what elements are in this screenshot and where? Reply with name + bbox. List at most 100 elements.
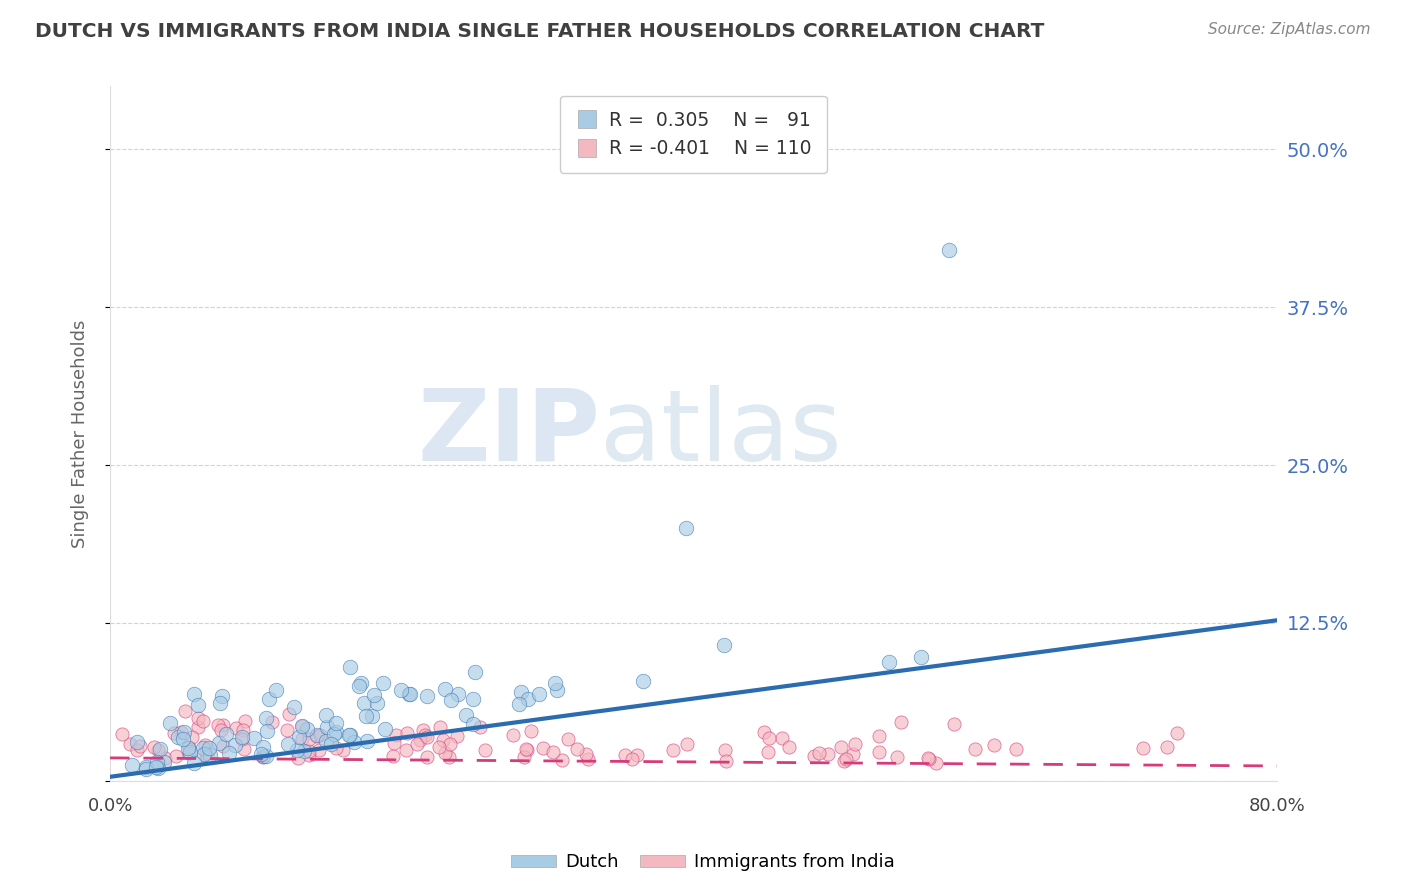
Point bbox=[515, 742, 537, 756]
Point bbox=[212, 718, 235, 732]
Point bbox=[195, 749, 218, 764]
Point bbox=[145, 760, 167, 774]
Point bbox=[395, 726, 418, 740]
Point bbox=[620, 752, 643, 766]
Point bbox=[943, 717, 966, 731]
Point bbox=[626, 748, 648, 763]
Point bbox=[254, 748, 277, 763]
Point bbox=[844, 737, 866, 751]
Point bbox=[128, 739, 150, 753]
Point bbox=[207, 718, 229, 732]
Point bbox=[938, 244, 960, 258]
Point bbox=[470, 720, 492, 734]
Point bbox=[661, 743, 683, 757]
Point bbox=[183, 687, 205, 701]
Point bbox=[193, 747, 215, 762]
Point bbox=[447, 687, 470, 701]
Point bbox=[325, 716, 347, 731]
Point bbox=[155, 751, 177, 765]
Point bbox=[910, 649, 932, 664]
Point bbox=[371, 676, 394, 690]
Point bbox=[925, 756, 948, 770]
Point bbox=[294, 743, 316, 757]
Text: atlas: atlas bbox=[600, 385, 842, 482]
Point bbox=[803, 749, 825, 764]
Point bbox=[347, 679, 370, 693]
Point bbox=[714, 754, 737, 768]
Point bbox=[308, 743, 330, 757]
Point bbox=[225, 721, 247, 735]
Point bbox=[308, 728, 330, 742]
Point bbox=[963, 741, 986, 756]
Point bbox=[513, 750, 536, 764]
Point bbox=[517, 691, 540, 706]
Point bbox=[713, 742, 735, 756]
Point bbox=[406, 738, 429, 752]
Point bbox=[191, 714, 214, 728]
Point bbox=[713, 638, 735, 652]
Point bbox=[398, 687, 420, 701]
Point bbox=[890, 715, 912, 730]
Point bbox=[232, 742, 254, 756]
Point bbox=[291, 732, 314, 747]
Point bbox=[675, 143, 697, 157]
Point bbox=[252, 750, 274, 764]
Point bbox=[177, 740, 200, 755]
Point bbox=[172, 731, 194, 746]
Point bbox=[315, 734, 337, 748]
Point bbox=[675, 521, 697, 535]
Point bbox=[252, 739, 274, 754]
Point bbox=[416, 749, 439, 764]
Point bbox=[146, 761, 169, 775]
Point bbox=[297, 723, 319, 737]
Point bbox=[416, 690, 439, 704]
Point bbox=[409, 732, 432, 747]
Point bbox=[148, 743, 170, 757]
Point bbox=[332, 743, 354, 757]
Point bbox=[198, 747, 221, 762]
Point bbox=[758, 731, 780, 746]
Legend: R =  0.305    N =   91, R = -0.401    N = 110: R = 0.305 N = 91, R = -0.401 N = 110 bbox=[561, 95, 827, 173]
Point bbox=[531, 741, 554, 756]
Point bbox=[343, 735, 366, 749]
Point bbox=[211, 689, 233, 703]
Point bbox=[454, 708, 477, 723]
Point bbox=[135, 762, 157, 776]
Point bbox=[152, 755, 174, 769]
Point bbox=[439, 737, 461, 751]
Point bbox=[394, 743, 416, 757]
Point bbox=[231, 730, 253, 744]
Point bbox=[195, 746, 218, 760]
Point bbox=[835, 752, 858, 766]
Point bbox=[127, 735, 149, 749]
Point bbox=[183, 756, 205, 770]
Point bbox=[770, 731, 793, 745]
Point bbox=[165, 748, 187, 763]
Point bbox=[277, 737, 299, 751]
Point bbox=[752, 724, 775, 739]
Point bbox=[187, 698, 209, 712]
Point bbox=[510, 684, 533, 698]
Point bbox=[756, 745, 779, 759]
Point bbox=[389, 682, 412, 697]
Point bbox=[264, 683, 287, 698]
Point bbox=[135, 760, 157, 774]
Point bbox=[291, 719, 314, 733]
Point bbox=[374, 722, 396, 736]
Point bbox=[298, 747, 321, 762]
Point bbox=[208, 697, 231, 711]
Point bbox=[162, 726, 184, 740]
Point bbox=[1132, 741, 1154, 756]
Point bbox=[285, 743, 308, 757]
Text: ZIP: ZIP bbox=[418, 385, 600, 482]
Point bbox=[983, 739, 1005, 753]
Point bbox=[461, 691, 484, 706]
Point bbox=[877, 655, 900, 669]
Point bbox=[413, 728, 436, 742]
Point bbox=[256, 724, 278, 739]
Point bbox=[197, 741, 219, 756]
Y-axis label: Single Father Households: Single Father Households bbox=[72, 319, 89, 548]
Point bbox=[432, 732, 454, 747]
Point bbox=[886, 749, 908, 764]
Point bbox=[291, 719, 314, 733]
